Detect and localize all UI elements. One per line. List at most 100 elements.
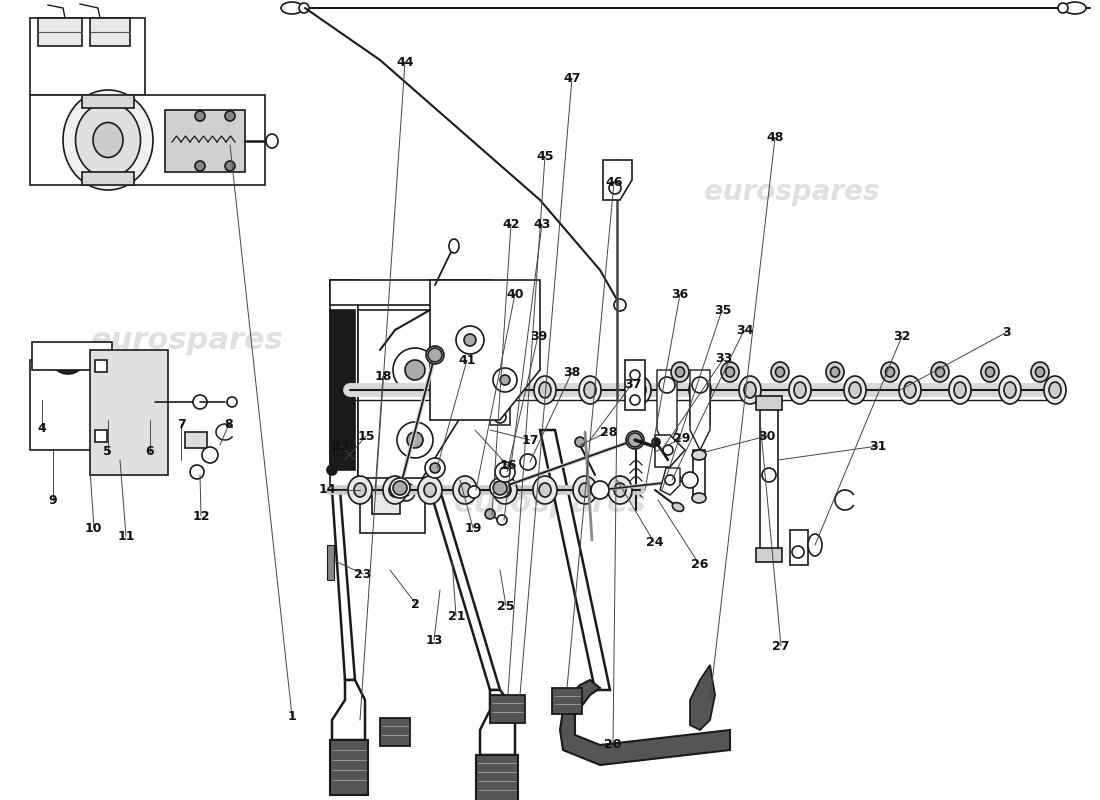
Ellipse shape [720,362,739,382]
Text: 40: 40 [506,288,524,301]
Text: 44: 44 [396,56,414,69]
Polygon shape [660,468,680,495]
Ellipse shape [494,382,506,398]
Ellipse shape [389,483,402,497]
Ellipse shape [689,376,711,404]
Bar [95,430,107,442]
Ellipse shape [418,476,442,504]
Ellipse shape [614,483,626,497]
Polygon shape [430,490,500,690]
Text: 26: 26 [691,558,708,571]
Ellipse shape [493,476,517,504]
Circle shape [430,463,440,473]
Polygon shape [690,665,715,730]
Circle shape [393,348,437,392]
Circle shape [630,370,640,380]
Ellipse shape [694,382,706,398]
Circle shape [500,467,510,477]
Circle shape [434,314,466,346]
Circle shape [464,334,476,346]
Ellipse shape [771,362,789,382]
Circle shape [493,368,517,392]
Text: 3: 3 [1002,326,1011,338]
Bar [756,548,782,562]
Text: 34: 34 [736,324,754,337]
Ellipse shape [579,376,601,404]
Bar [327,545,334,580]
Text: 4: 4 [37,422,46,434]
Polygon shape [30,18,145,95]
Bar [95,360,107,372]
Circle shape [299,3,309,13]
Ellipse shape [534,476,557,504]
Circle shape [393,481,407,495]
Text: 30: 30 [758,430,776,442]
Circle shape [425,458,446,478]
Ellipse shape [579,483,591,497]
Ellipse shape [539,483,551,497]
Text: 43: 43 [534,218,551,230]
Ellipse shape [490,478,510,498]
Text: 32: 32 [893,330,911,342]
Ellipse shape [670,473,681,482]
Ellipse shape [789,376,811,404]
Text: 2: 2 [411,598,420,610]
Ellipse shape [692,493,706,503]
Text: 6: 6 [145,446,154,458]
Circle shape [694,411,706,423]
Polygon shape [690,385,710,425]
Circle shape [692,377,708,393]
Polygon shape [490,385,510,425]
Polygon shape [165,110,245,172]
Ellipse shape [390,478,410,498]
Polygon shape [332,680,365,740]
Ellipse shape [849,382,861,398]
Text: 37: 37 [624,378,641,390]
Circle shape [195,161,205,171]
Ellipse shape [449,239,459,253]
Ellipse shape [499,483,512,497]
Ellipse shape [76,102,141,178]
Circle shape [397,483,415,501]
Circle shape [659,377,675,393]
Text: 20: 20 [604,738,622,750]
Circle shape [628,433,642,447]
Bar [490,695,525,723]
Ellipse shape [935,367,945,377]
Text: eurospares: eurospares [453,490,647,518]
Text: 12: 12 [192,510,210,522]
Text: 11: 11 [118,530,135,542]
Ellipse shape [584,382,596,398]
Text: 15: 15 [358,430,375,442]
Circle shape [407,432,424,448]
Ellipse shape [886,367,894,377]
Polygon shape [657,370,676,450]
Text: 14: 14 [319,483,337,496]
Ellipse shape [881,362,899,382]
Ellipse shape [954,382,966,398]
Polygon shape [560,680,730,765]
Circle shape [405,360,425,380]
Circle shape [195,111,205,121]
Circle shape [485,509,495,519]
Polygon shape [82,95,134,108]
Ellipse shape [692,450,706,460]
Ellipse shape [830,367,839,377]
Ellipse shape [999,376,1021,404]
Ellipse shape [675,367,684,377]
Text: 31: 31 [869,440,887,453]
Text: 36: 36 [671,288,689,301]
Ellipse shape [981,362,999,382]
Ellipse shape [808,534,822,556]
Polygon shape [690,370,710,450]
Text: 27: 27 [772,640,790,653]
Text: 46: 46 [605,176,623,189]
Circle shape [609,182,622,194]
Polygon shape [82,172,134,185]
Circle shape [428,348,442,362]
Polygon shape [603,160,632,200]
Ellipse shape [459,483,471,497]
Ellipse shape [453,476,477,504]
Ellipse shape [348,476,372,504]
Ellipse shape [672,502,684,511]
